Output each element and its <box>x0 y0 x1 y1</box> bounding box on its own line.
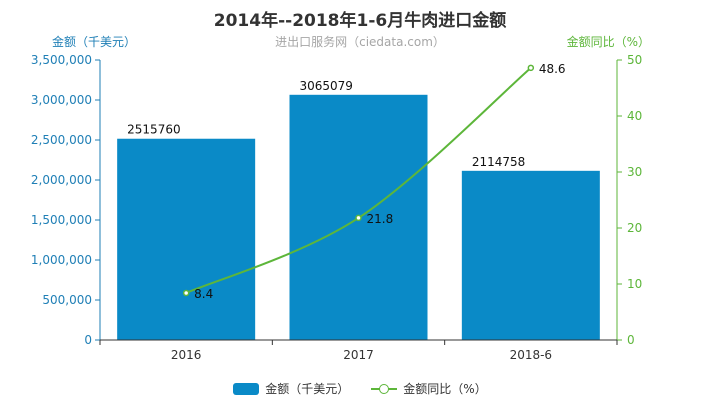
legend: 金额（千美元） 金额同比（%） <box>0 380 720 397</box>
legend-item-bar[interactable]: 金额（千美元） <box>233 380 349 397</box>
right-axis-title: 金额同比（%） <box>566 35 650 49</box>
bar-value-label: 3065079 <box>300 79 353 93</box>
left-axis-tick-label: 2,500,000 <box>31 133 92 147</box>
right-axis-tick-label: 10 <box>627 277 642 291</box>
chart-subtitle: 进出口服务网（ciedata.com） <box>275 35 445 49</box>
right-axis-tick-label: 20 <box>627 221 642 235</box>
line-point <box>182 289 190 297</box>
x-axis-tick-label: 2016 <box>171 348 202 362</box>
legend-line-label: 金额同比（%） <box>403 382 487 396</box>
legend-bar-label: 金额（千美元） <box>265 382 350 396</box>
line-value-label: 8.4 <box>194 287 213 301</box>
bar <box>117 138 256 340</box>
line-point <box>527 64 535 72</box>
right-axis-tick-label: 0 <box>627 333 635 347</box>
bar-value-label: 2114758 <box>472 155 525 169</box>
bar <box>461 170 600 340</box>
chart-title: 2014年--2018年1-6月牛肉进口金额 <box>213 11 507 31</box>
left-axis-tick-label: 1,500,000 <box>31 213 92 227</box>
right-axis-tick-label: 50 <box>627 53 642 67</box>
left-axis-title: 金额（千美元） <box>52 35 137 49</box>
x-axis-tick-label: 2017 <box>343 348 374 362</box>
left-axis-tick-label: 2,000,000 <box>31 173 92 187</box>
left-axis-tick-label: 1,000,000 <box>31 253 92 267</box>
legend-item-line[interactable]: 金额同比（%） <box>371 380 487 397</box>
legend-line-swatch <box>371 383 398 395</box>
right-axis-tick-label: 30 <box>627 165 642 179</box>
bar-value-label: 2515760 <box>127 123 180 137</box>
legend-bar-swatch <box>233 382 260 395</box>
x-axis-tick-label: 2018-6 <box>510 348 553 362</box>
left-axis-tick-label: 0 <box>84 333 92 347</box>
left-axis-tick-label: 3,500,000 <box>31 53 92 67</box>
line-value-label: 48.6 <box>539 62 566 76</box>
left-axis-tick-label: 3,000,000 <box>31 93 92 107</box>
left-axis-tick-label: 500,000 <box>42 293 92 307</box>
line-value-label: 21.8 <box>367 212 394 226</box>
line-point <box>355 214 362 222</box>
right-axis-tick-label: 40 <box>627 109 642 123</box>
